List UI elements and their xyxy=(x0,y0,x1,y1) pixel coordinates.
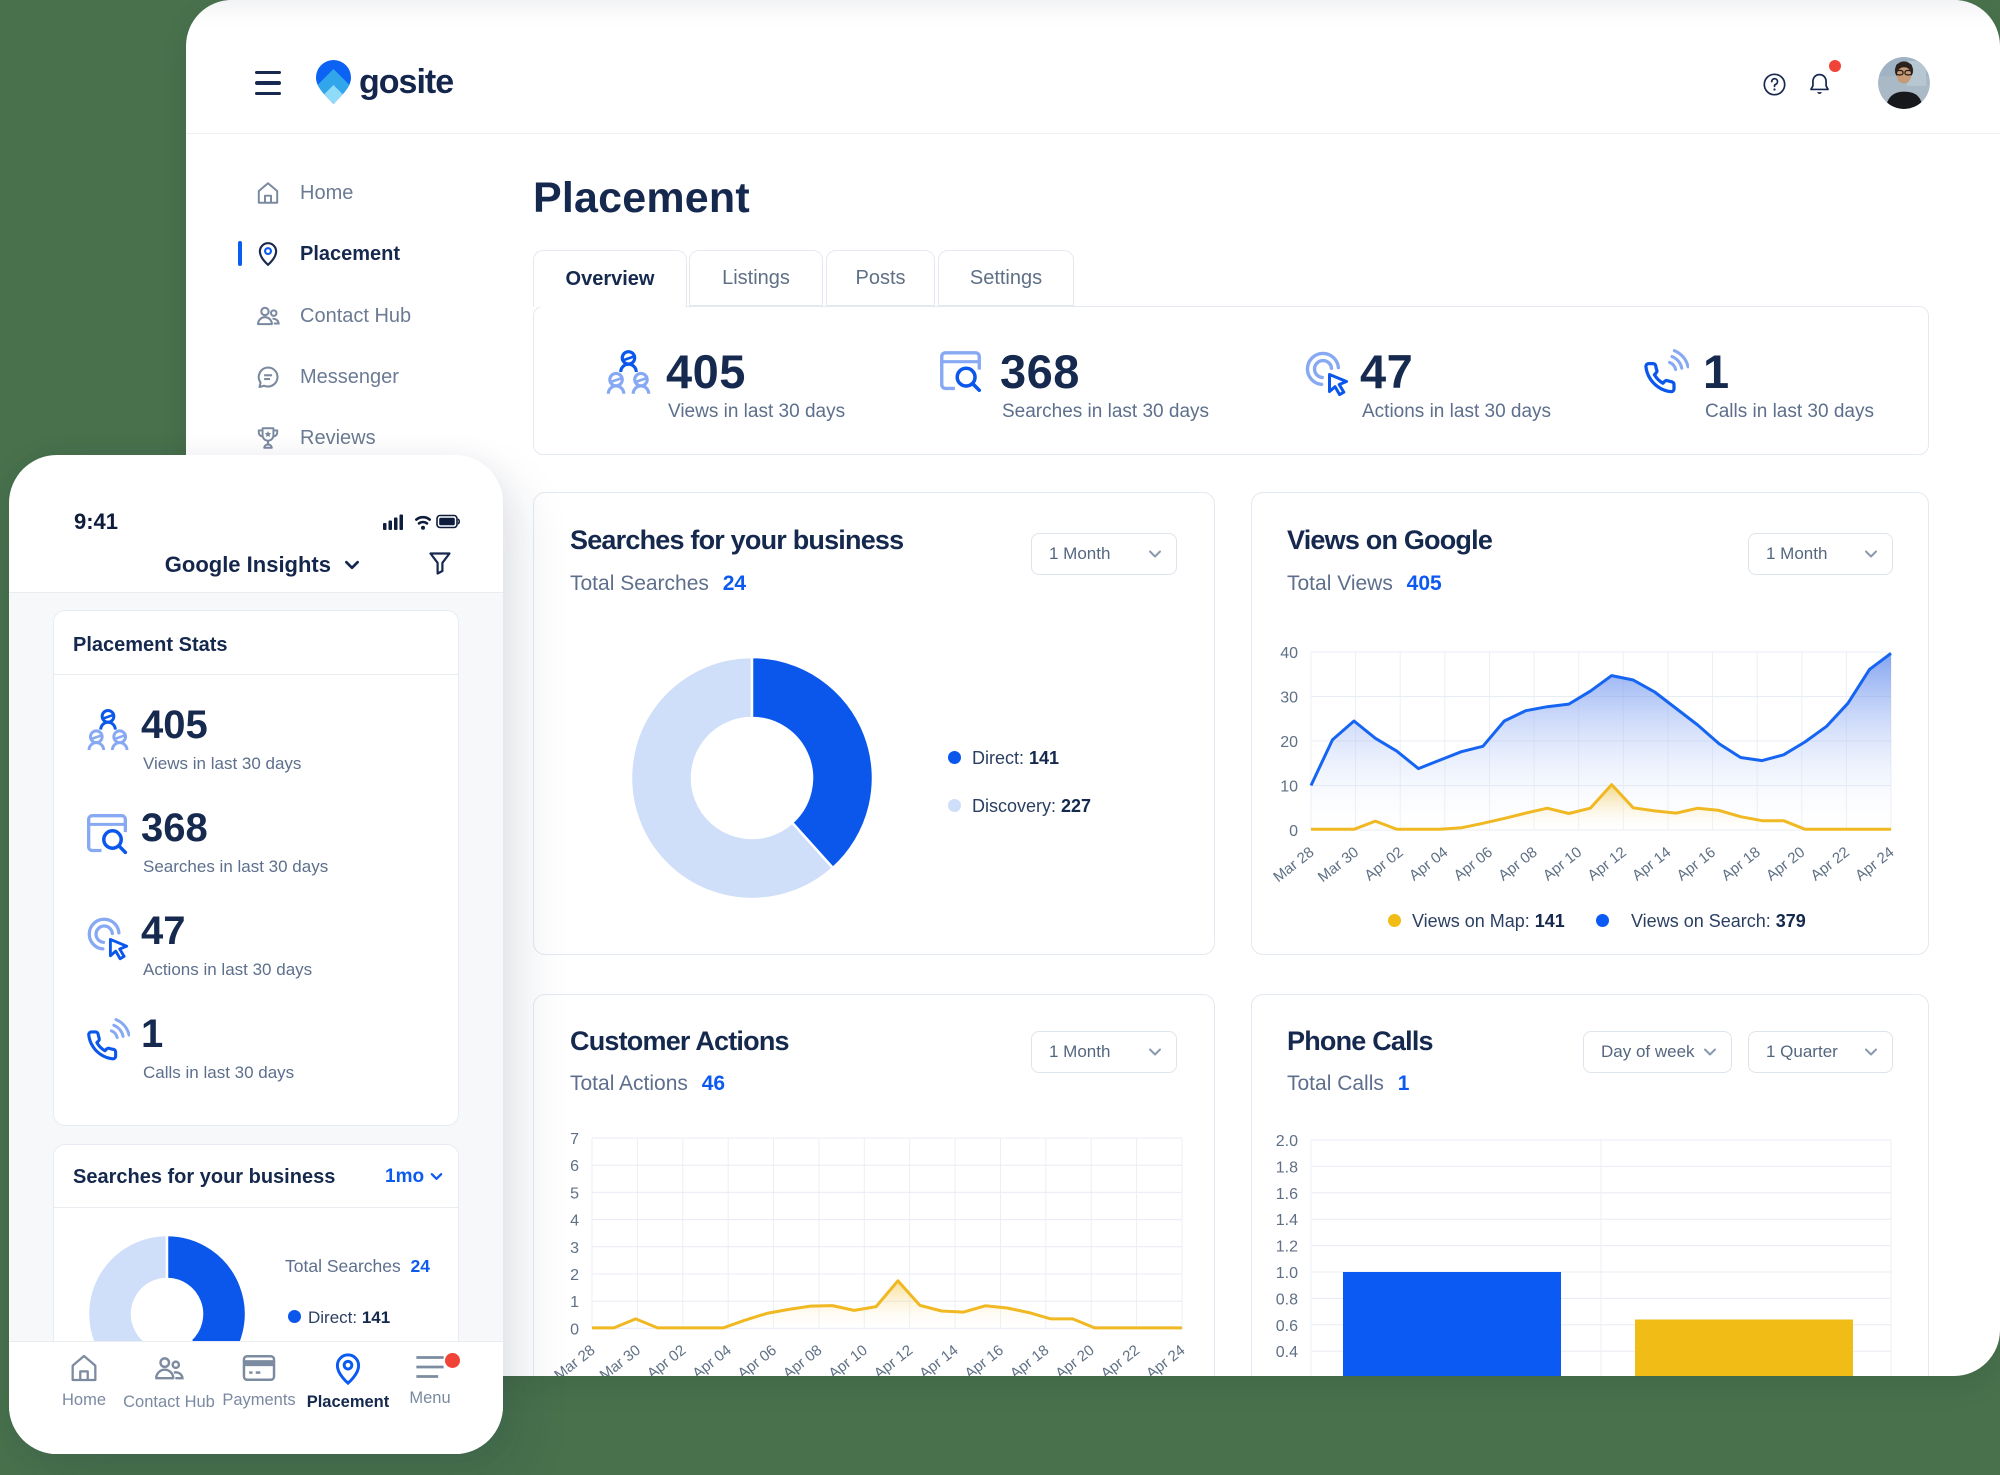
svg-text:7: 7 xyxy=(570,1131,579,1148)
svg-text:Apr 18: Apr 18 xyxy=(1007,1342,1052,1376)
svg-text:0.4: 0.4 xyxy=(1276,1344,1298,1361)
svg-text:Apr 20: Apr 20 xyxy=(1052,1342,1097,1376)
svg-text:Mar 28: Mar 28 xyxy=(551,1342,598,1376)
svg-text:Apr 18: Apr 18 xyxy=(1718,844,1763,885)
svg-text:0: 0 xyxy=(1289,823,1298,840)
svg-text:Mar 28: Mar 28 xyxy=(1270,844,1317,886)
svg-text:Apr 16: Apr 16 xyxy=(1674,844,1719,885)
svg-text:Apr 24: Apr 24 xyxy=(1852,844,1897,885)
svg-text:30: 30 xyxy=(1280,690,1298,707)
svg-text:Apr 02: Apr 02 xyxy=(644,1342,689,1376)
svg-text:Apr 06: Apr 06 xyxy=(735,1342,780,1376)
svg-text:Mar 30: Mar 30 xyxy=(597,1342,644,1376)
svg-text:Apr 10: Apr 10 xyxy=(1540,844,1585,885)
svg-text:1.4: 1.4 xyxy=(1276,1212,1298,1229)
svg-text:1.6: 1.6 xyxy=(1276,1186,1298,1203)
svg-text:Apr 10: Apr 10 xyxy=(825,1342,870,1376)
svg-text:Apr 22: Apr 22 xyxy=(1808,844,1853,885)
svg-text:Apr 14: Apr 14 xyxy=(1629,844,1674,885)
svg-text:Apr 16: Apr 16 xyxy=(962,1342,1007,1376)
svg-text:0: 0 xyxy=(570,1321,579,1338)
svg-text:Apr 12: Apr 12 xyxy=(871,1342,916,1376)
svg-text:1: 1 xyxy=(570,1294,579,1311)
svg-text:Apr 24: Apr 24 xyxy=(1143,1342,1188,1376)
svg-text:Apr 12: Apr 12 xyxy=(1584,844,1629,885)
svg-text:Apr 20: Apr 20 xyxy=(1763,844,1808,885)
svg-text:Apr 08: Apr 08 xyxy=(1495,844,1540,885)
svg-text:4: 4 xyxy=(570,1213,579,1230)
svg-text:Apr 22: Apr 22 xyxy=(1098,1342,1143,1376)
svg-text:40: 40 xyxy=(1280,645,1298,662)
svg-text:Mar 30: Mar 30 xyxy=(1315,844,1362,886)
svg-text:6: 6 xyxy=(570,1158,579,1175)
svg-text:Apr 08: Apr 08 xyxy=(780,1342,825,1376)
svg-text:5: 5 xyxy=(570,1185,579,1202)
svg-text:10: 10 xyxy=(1280,779,1298,796)
svg-text:Apr 14: Apr 14 xyxy=(916,1342,961,1376)
svg-text:20: 20 xyxy=(1280,734,1298,751)
svg-text:1.0: 1.0 xyxy=(1276,1265,1298,1282)
svg-text:Apr 06: Apr 06 xyxy=(1451,844,1496,885)
svg-text:1.2: 1.2 xyxy=(1276,1239,1298,1256)
svg-text:0.8: 0.8 xyxy=(1276,1291,1298,1308)
svg-text:Apr 02: Apr 02 xyxy=(1361,844,1406,885)
svg-text:2: 2 xyxy=(570,1267,579,1284)
svg-text:Apr 04: Apr 04 xyxy=(689,1342,734,1376)
svg-text:2.0: 2.0 xyxy=(1276,1133,1298,1150)
svg-text:1.8: 1.8 xyxy=(1276,1159,1298,1176)
svg-text:Apr 04: Apr 04 xyxy=(1406,844,1451,885)
svg-text:3: 3 xyxy=(570,1240,579,1257)
svg-text:0.6: 0.6 xyxy=(1276,1318,1298,1335)
